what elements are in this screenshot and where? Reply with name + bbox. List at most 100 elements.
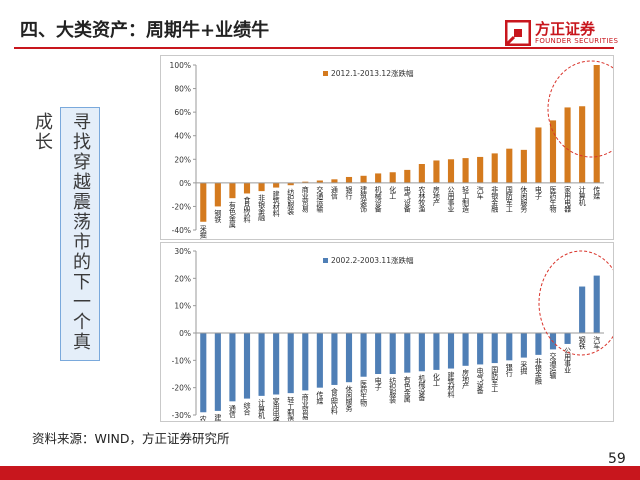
y-tick-label: -40% bbox=[172, 226, 191, 235]
bar bbox=[331, 333, 338, 385]
y-tick-label: -10% bbox=[172, 356, 191, 365]
category-label: 传媒 bbox=[593, 185, 601, 201]
category-label: 公用事业 bbox=[564, 347, 572, 374]
category-label: 家用电器 bbox=[564, 185, 572, 214]
category-label: 通信 bbox=[228, 403, 236, 419]
bar bbox=[549, 120, 557, 183]
category-label: 综合 bbox=[243, 401, 251, 417]
title-divider bbox=[14, 47, 614, 49]
bar bbox=[302, 181, 309, 183]
bar bbox=[287, 333, 294, 394]
category-label: 计算机 bbox=[578, 185, 586, 207]
bar bbox=[447, 333, 455, 369]
category-label: 交通运输 bbox=[549, 352, 557, 381]
legend-swatch bbox=[323, 258, 328, 263]
bar bbox=[433, 333, 440, 370]
bar bbox=[506, 148, 513, 183]
category-label: 商业贸易 bbox=[301, 185, 309, 214]
chart-2002-2003-svg: -30% -20% -10% 0% 10% 20% 30% 农林牧渔建筑装饰通信综合计算机家用… bbox=[172, 247, 624, 443]
y-tick-label: -30% bbox=[172, 411, 191, 420]
category-label: 电气设备 bbox=[476, 367, 484, 396]
y-tick-label: 60% bbox=[174, 108, 191, 117]
y-tick-label: 40% bbox=[174, 132, 191, 141]
company-logo: 方正证券 FOUNDER SECURITIES bbox=[505, 20, 625, 50]
category-label: 钢铁 bbox=[214, 209, 222, 225]
side-note-text: 寻找穿越震荡市的下一个真成长 bbox=[32, 112, 91, 352]
bar bbox=[316, 333, 323, 388]
category-label: 化工 bbox=[432, 372, 440, 387]
bar bbox=[404, 333, 411, 373]
bar bbox=[477, 333, 484, 365]
category-label: 家用电器 bbox=[272, 397, 280, 421]
category-label: 通信 bbox=[330, 185, 338, 201]
bar bbox=[229, 182, 236, 199]
category-label: 采掘 bbox=[520, 360, 528, 376]
page-number: 59 bbox=[608, 451, 626, 467]
bar bbox=[593, 275, 600, 333]
bar bbox=[433, 160, 440, 183]
bar bbox=[418, 164, 425, 183]
bar bbox=[200, 333, 207, 413]
category-label: 公用事业 bbox=[447, 186, 455, 213]
bar bbox=[579, 106, 586, 183]
bar bbox=[200, 182, 207, 222]
bar bbox=[389, 333, 396, 374]
y-tick-label: 0% bbox=[179, 329, 191, 338]
category-label: 化工 bbox=[389, 185, 397, 200]
category-label: 建筑装饰 bbox=[214, 413, 222, 421]
category-label: 建筑材料 bbox=[447, 371, 455, 400]
y-tick-label: 20% bbox=[174, 155, 191, 164]
bar bbox=[535, 333, 542, 355]
category-label: 休闲服务 bbox=[520, 185, 528, 214]
logo-mark-icon bbox=[505, 20, 531, 46]
legend-label: 2012.1-2013.12涨跌幅 bbox=[331, 68, 414, 78]
source-note: 资料来源：WIND，方正证券研究所 bbox=[32, 431, 230, 446]
bar bbox=[564, 107, 571, 183]
bar bbox=[214, 333, 221, 411]
bar bbox=[564, 333, 571, 344]
bar bbox=[287, 182, 294, 186]
bar bbox=[345, 333, 353, 383]
category-label: 有色金属 bbox=[403, 375, 411, 404]
bar bbox=[520, 333, 527, 358]
category-label: 银行 bbox=[345, 185, 353, 201]
category-label: 国防军工 bbox=[491, 366, 499, 393]
category-label: 医药生物 bbox=[360, 380, 368, 408]
category-label: 房地产 bbox=[432, 185, 440, 207]
category-label: 医药生物 bbox=[549, 186, 557, 214]
category-label: 非银金融 bbox=[534, 357, 542, 386]
bar bbox=[273, 333, 280, 395]
category-label: 采掘 bbox=[199, 224, 207, 239]
category-label: 电子 bbox=[374, 376, 382, 391]
y-tick-label: -20% bbox=[172, 384, 191, 393]
bar bbox=[360, 333, 367, 377]
chart-2012-2013: -40% -20% 0% 20% 40% 60% 80% 100% 采掘 钢铁 有色金属 食品饮料 非银… bbox=[160, 55, 635, 240]
bar bbox=[316, 180, 323, 183]
category-label: 银行 bbox=[505, 362, 513, 378]
bar bbox=[375, 333, 382, 374]
bar bbox=[273, 182, 280, 188]
category-label: 钢铁 bbox=[578, 335, 586, 351]
logo-name-cn: 方正证券 bbox=[535, 20, 596, 38]
category-label: 商业贸易 bbox=[301, 393, 309, 421]
y-tick-label: 30% bbox=[174, 247, 191, 256]
bar bbox=[506, 333, 513, 361]
bar bbox=[243, 333, 251, 399]
y-tick-label: 80% bbox=[174, 85, 191, 94]
category-label: 纺织服装 bbox=[287, 187, 295, 216]
category-label: 食品饮料 bbox=[243, 196, 251, 225]
category-label: 传媒 bbox=[316, 390, 324, 406]
category-label: 非银金融 bbox=[491, 185, 499, 214]
bar bbox=[491, 153, 498, 183]
bar bbox=[593, 65, 600, 183]
bar bbox=[229, 333, 236, 402]
bar bbox=[404, 169, 411, 183]
legend-swatch bbox=[323, 71, 328, 76]
category-label: 国防军工 bbox=[505, 186, 513, 213]
bar bbox=[520, 149, 527, 183]
category-label: 机械设备 bbox=[374, 185, 382, 214]
bar bbox=[331, 179, 338, 183]
category-label: 建筑材料 bbox=[272, 190, 280, 219]
legend-label: 2002.2-2003.11涨跌幅 bbox=[331, 255, 414, 265]
